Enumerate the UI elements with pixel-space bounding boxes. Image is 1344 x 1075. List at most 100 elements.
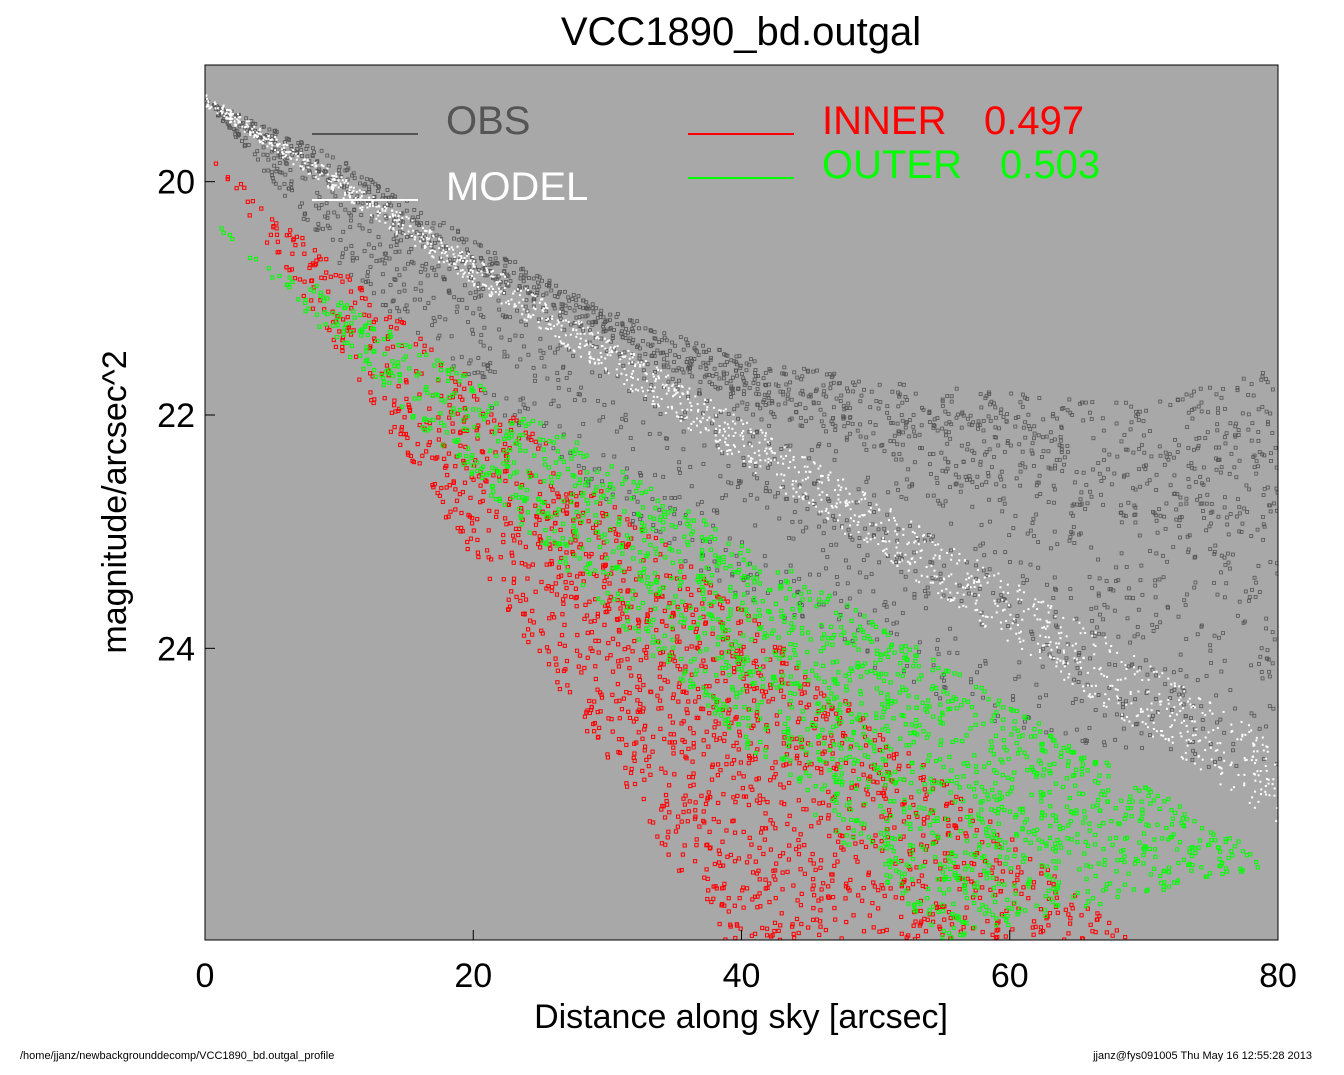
model-point	[895, 523, 898, 526]
obs-point	[1231, 742, 1236, 746]
model-point	[894, 530, 897, 533]
model-point	[205, 105, 208, 108]
model-point	[1043, 644, 1046, 647]
model-point	[950, 558, 953, 561]
model-point	[926, 575, 929, 578]
obs-point	[1017, 660, 1022, 665]
model-point	[692, 420, 695, 423]
obs-point	[1208, 643, 1213, 648]
model-point	[426, 238, 429, 241]
model-point	[284, 154, 287, 157]
obs-point	[441, 221, 446, 225]
model-point	[294, 152, 297, 155]
obs-point	[571, 354, 575, 358]
obs-point	[472, 371, 477, 375]
model-point	[860, 498, 863, 501]
obs-point	[896, 527, 901, 532]
model-point	[559, 310, 562, 313]
model-point	[1162, 734, 1165, 737]
obs-point	[957, 583, 962, 588]
model-point	[714, 439, 717, 442]
model-point	[950, 554, 953, 557]
obs-point	[608, 318, 612, 323]
obs-point	[681, 447, 686, 452]
obs-point	[1213, 543, 1218, 548]
model-point	[1240, 738, 1243, 741]
model-point	[750, 445, 753, 448]
model-point	[371, 202, 374, 205]
model-point	[660, 397, 663, 400]
model-point	[803, 456, 806, 459]
model-point	[840, 486, 843, 489]
model-point	[237, 121, 240, 124]
obs-point	[744, 368, 749, 373]
model-point	[1047, 636, 1050, 639]
model-point	[461, 250, 464, 253]
obs-point	[728, 379, 733, 384]
obs-point	[794, 409, 798, 414]
obs-point	[1011, 694, 1015, 698]
model-point	[894, 519, 897, 522]
obs-point	[734, 553, 739, 558]
model-point	[726, 453, 729, 456]
obs-point	[431, 295, 436, 300]
model-point	[1255, 759, 1258, 762]
model-point	[938, 554, 941, 557]
obs-point	[848, 431, 853, 436]
model-point	[1139, 710, 1142, 713]
model-point	[670, 405, 673, 408]
obs-point	[729, 384, 734, 389]
model-point	[978, 580, 981, 583]
obs-point	[726, 412, 731, 416]
obs-point	[494, 261, 499, 265]
obs-point	[755, 476, 760, 481]
model-point	[974, 602, 977, 605]
obs-point	[783, 497, 788, 501]
model-point	[270, 147, 273, 150]
obs-point	[1148, 549, 1152, 553]
obs-point	[1081, 646, 1086, 651]
obs-point	[326, 163, 331, 168]
model-point	[344, 193, 347, 196]
obs-point	[256, 157, 260, 162]
model-point	[746, 421, 749, 424]
model-point	[450, 246, 453, 249]
model-point	[724, 430, 727, 433]
obs-point	[444, 246, 449, 251]
model-point	[1271, 783, 1274, 786]
obs-point	[321, 227, 325, 231]
obs-point	[792, 370, 797, 375]
model-point	[1250, 759, 1253, 762]
model-point	[1007, 591, 1010, 594]
obs-point	[979, 523, 984, 527]
model-point	[1027, 608, 1030, 611]
obs-point	[316, 221, 321, 226]
model-point	[653, 403, 656, 406]
model-point	[278, 142, 281, 145]
model-point	[1243, 757, 1246, 760]
model-point	[454, 263, 457, 266]
model-point	[793, 466, 796, 469]
model-point	[976, 608, 979, 611]
model-point	[1139, 708, 1142, 711]
model-point	[446, 245, 449, 248]
obs-point	[671, 368, 676, 373]
model-point	[1264, 784, 1267, 787]
obs-point	[784, 569, 789, 574]
model-point	[1180, 735, 1183, 738]
obs-point	[1252, 713, 1257, 718]
model-point	[846, 502, 849, 505]
obs-point	[315, 159, 320, 164]
model-point	[603, 337, 606, 340]
model-point	[492, 287, 495, 290]
obs-point	[884, 604, 889, 609]
obs-point	[981, 428, 986, 433]
obs-point	[1204, 674, 1209, 678]
model-point	[731, 420, 734, 423]
obs-point	[1072, 677, 1077, 682]
model-point	[422, 238, 425, 241]
model-point	[398, 218, 401, 221]
model-point	[397, 222, 400, 225]
model-point	[507, 282, 510, 285]
obs-point	[341, 229, 346, 234]
